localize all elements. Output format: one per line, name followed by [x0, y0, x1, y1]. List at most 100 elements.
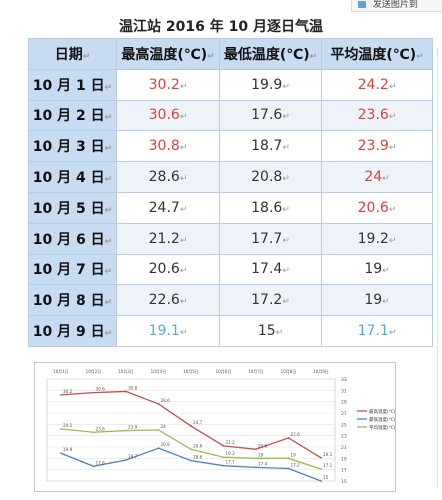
cell-date: 10 月 6 日↵ — [28, 222, 117, 255]
x-tick-label: 10月4日 — [151, 369, 167, 374]
data-point — [255, 466, 257, 469]
y-tick-label: 19 — [341, 456, 347, 462]
temperature-table: 日期↵ 最高温度(℃)↵ 最低温度(℃)↵ 平均温度(℃)↵ 10 月 1 日↵… — [28, 38, 433, 347]
y-tick-label: 15 — [341, 479, 347, 485]
data-point — [60, 393, 62, 396]
data-point — [222, 456, 225, 459]
legend-label: 最高温度(℃) — [369, 408, 395, 415]
cell-min: 17.7↵ — [219, 222, 322, 255]
x-tick-label: 10月8日 — [281, 369, 297, 374]
data-label: 24.2 — [63, 423, 73, 428]
table-row: 10 月 9 日↵ 19.1↵ 15↵ 17.1↵ — [28, 315, 433, 347]
data-label: 19.2 — [226, 451, 236, 456]
data-point — [60, 452, 62, 455]
cell-avg: 23.9↵ — [321, 130, 433, 163]
cell-avg: 23.6↵ — [321, 99, 433, 132]
y-tick-label: 25 — [341, 422, 347, 428]
y-tick-label: 31 — [341, 388, 347, 394]
data-point — [255, 448, 257, 451]
table-row: 10 月 7 日↵ 20.6↵ 17.4↵ 19↵ — [28, 253, 433, 286]
cell-avg: 19.2↵ — [321, 222, 433, 255]
cell-avg: 19↵ — [321, 284, 433, 317]
cell-min: 20.8↵ — [219, 161, 322, 193]
data-point — [320, 456, 322, 459]
data-label: 23.9 — [128, 425, 138, 430]
data-point — [190, 459, 192, 462]
y-tick-label: 33 — [341, 377, 347, 383]
y-tick-label: 21 — [341, 445, 347, 451]
y-tick-label: 27 — [341, 411, 347, 417]
send-image-toolbar[interactable]: 发送图片到 — [351, 0, 442, 12]
cell-date: 10 月 3 日↵ — [28, 130, 117, 163]
page-title: 温江站 2016 年 10 月逐日气温 — [119, 19, 323, 35]
data-label: 19 — [258, 452, 264, 457]
data-label: 17.1 — [323, 463, 333, 468]
data-point — [287, 457, 290, 460]
cell-max: 30.6↵ — [116, 99, 220, 132]
legend-label: 平均温度(℃) — [369, 424, 395, 431]
y-tick-label: 29 — [341, 400, 347, 406]
temperature-chart: 15 17 19 21 23 25 27 29 31 33 10月1日 10月2日 10月3日 10月4日… — [34, 362, 396, 492]
data-label: 30.8 — [128, 385, 138, 390]
data-point — [287, 467, 290, 470]
cell-min: 19.9↵ — [219, 68, 322, 101]
table-row: 10 月 2 日↵ 30.6↵ 17.6↵ 23.6↵ — [28, 99, 433, 132]
data-point — [255, 457, 257, 460]
y-tick-label: 23 — [341, 434, 347, 440]
y-tick-label: 17 — [341, 468, 347, 474]
table-header-row: 日期↵ 最高温度(℃)↵ 最低温度(℃)↵ 平均温度(℃)↵ — [28, 38, 433, 70]
cell-avg: 17.1↵ — [321, 315, 433, 347]
data-point — [320, 468, 322, 470]
chart-svg: 15 17 19 21 23 25 27 29 31 33 10月1日 10月2日 10月3日 10月4日… — [46, 369, 395, 485]
data-label: 24 — [161, 424, 167, 429]
data-label: 17.7 — [226, 460, 236, 465]
cell-date: 10 月 5 日↵ — [28, 191, 117, 224]
table-row: 10 月 3 日↵ 30.8↵ 18.7↵ 23.9↵ — [28, 130, 433, 163]
header-date: 日期↵ — [28, 38, 117, 70]
header-min: 最低温度(℃)↵ — [219, 38, 322, 70]
cell-avg: 24↵ — [321, 161, 433, 193]
cell-min: 15↵ — [219, 315, 322, 347]
cell-min: 17.2↵ — [219, 284, 322, 317]
image-icon — [358, 1, 366, 8]
data-label: 24.7 — [193, 420, 203, 425]
cell-max: 28.6↵ — [116, 161, 220, 193]
x-tick-label: 10月6日 — [216, 369, 232, 374]
data-label: 20.8 — [161, 442, 171, 447]
header-avg: 平均温度(℃)↵ — [321, 38, 433, 70]
data-point — [222, 444, 225, 447]
cell-date: 10 月 1 日↵ — [28, 68, 117, 101]
cell-date: 10 月 4 日↵ — [28, 161, 117, 193]
cell-avg: 19↵ — [321, 253, 433, 286]
data-label: 15 — [323, 475, 329, 480]
x-tick-label: 10月5日 — [183, 369, 199, 374]
data-label: 23.6 — [96, 426, 106, 431]
cell-min: 18.7↵ — [219, 130, 322, 163]
data-label: 30.6 — [96, 387, 106, 392]
data-label: 19 — [291, 452, 297, 457]
data-point — [60, 427, 62, 430]
data-point — [92, 391, 95, 394]
data-label: 20.6 — [193, 443, 203, 448]
data-label: 18.7 — [128, 454, 138, 459]
table-row: 10 月 8 日↵ 22.6↵ 17.2↵ 19↵ — [28, 284, 433, 317]
data-point — [190, 448, 192, 451]
cell-max: 30.8↵ — [116, 130, 220, 163]
cell-min: 17.4↵ — [219, 253, 322, 286]
cell-max: 21.2↵ — [116, 222, 220, 255]
data-label: 22.6 — [291, 432, 301, 437]
table-row: 10 月 5 日↵ 24.7↵ 18.6↵ 20.6↵ — [28, 191, 433, 224]
x-tick-label: 10月3日 — [118, 369, 134, 374]
data-label: 19.1 — [323, 452, 333, 457]
data-label: 19.9 — [63, 447, 73, 452]
table-row: 10 月 1 日↵ 30.2↵ 19.9↵ 24.2↵ — [28, 68, 433, 101]
cell-max: 30.2↵ — [116, 68, 220, 101]
cell-min: 18.6↵ — [219, 191, 322, 224]
cell-avg: 20.6↵ — [321, 191, 433, 224]
cell-date: 10 月 7 日↵ — [28, 253, 117, 286]
x-tick-label: 10月7日 — [248, 369, 264, 374]
header-max: 最高温度(℃)↵ — [116, 38, 220, 70]
data-label: 18.6 — [193, 455, 203, 460]
data-label: 21.2 — [226, 440, 236, 445]
data-point — [157, 429, 160, 431]
